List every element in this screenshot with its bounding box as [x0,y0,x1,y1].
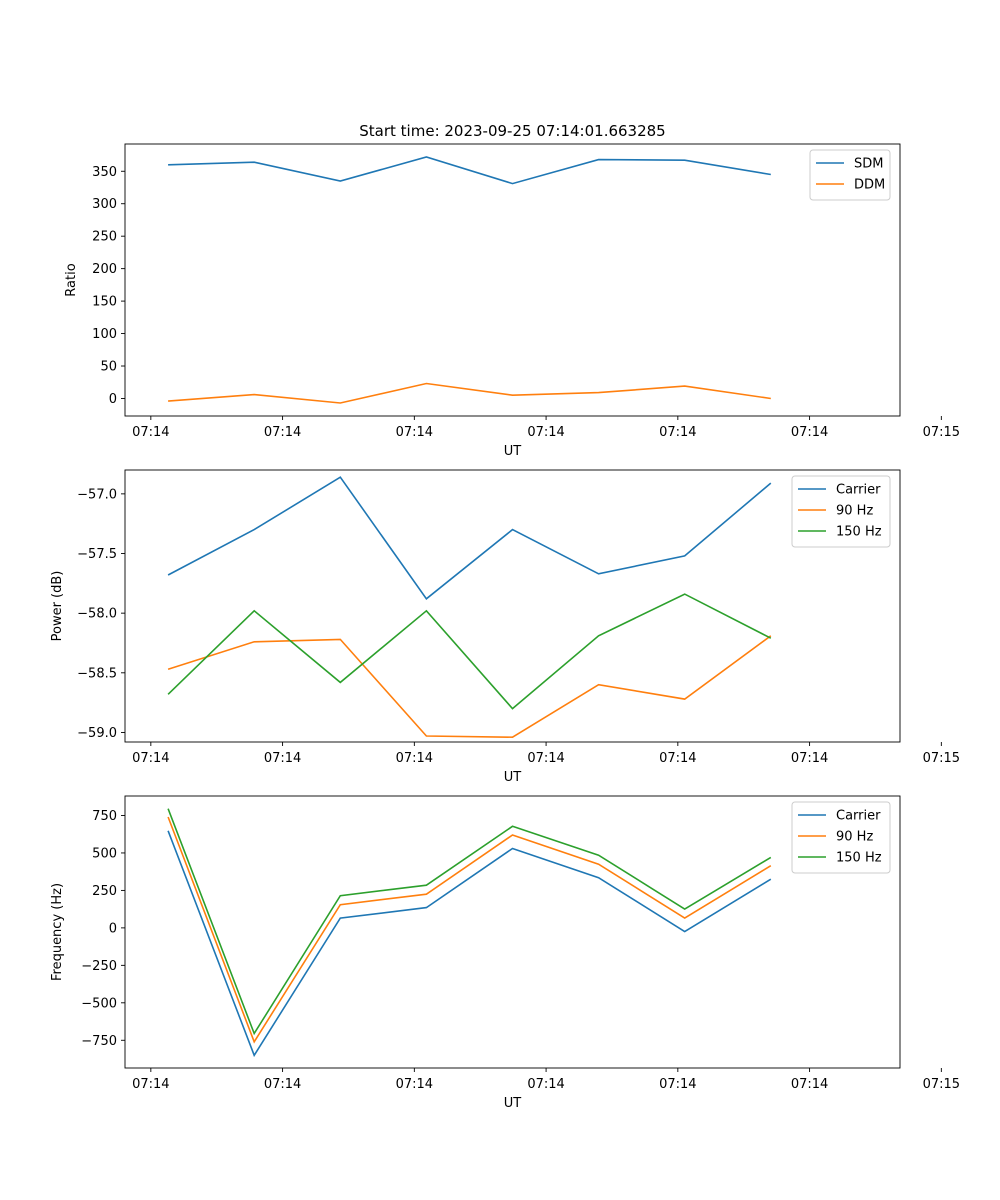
series-line-carrier [167,830,772,1058]
legend: SDM DDM [809,149,891,201]
legend-label: Carrier [836,483,881,498]
plot-frame [124,143,901,417]
chart-title: Start time: 2023-09-25 07:14:01.663285 [359,122,665,140]
y-tick-label: 250 [92,230,117,245]
x-tick-label: 07:15 [923,751,960,766]
x-tick-label: 07:14 [396,425,433,440]
series-line-sdm [168,156,771,185]
y-tick-label: 100 [92,327,117,342]
x-tick-label: 07:14 [132,425,169,440]
x-tick-label: 07:14 [527,425,564,440]
x-tick-label: 07:14 [264,425,301,440]
x-tick-label: 07:14 [791,751,828,766]
y-tick-label: −750 [81,1034,117,1049]
legend-box [791,475,891,548]
y-axis-label: Frequency (Hz) [50,883,65,981]
chart-panel-3: 07:14 07:14 07:14 07:14 07:14 07:14 07:15 −750 −… [50,795,960,1111]
y-tick-label: −58.0 [77,607,117,622]
y-tick-label: −59.0 [77,726,117,741]
y-tick-label: 350 [92,165,117,180]
series-line-carrier [167,476,772,600]
y-axis-label: Power (dB) [50,571,65,642]
x-tick-label: 07:14 [791,1077,828,1092]
y-tick-label: 300 [92,197,117,212]
x-axis-label: UT [504,770,522,785]
y-tick-label: −57.5 [77,547,117,562]
y-tick-label: 150 [92,295,117,310]
legend: Carrier 90 Hz 150 Hz [791,801,891,874]
x-tick-label: 07:14 [396,1077,433,1092]
legend-label: 150 Hz [836,525,882,540]
legend-label: Carrier [836,809,881,824]
x-axis-label: UT [504,444,522,459]
x-tick-label: 07:15 [923,425,960,440]
x-tick-label: 07:14 [659,1077,696,1092]
y-tick-label: 50 [100,360,117,375]
chart-panel-1: Start time: 2023-09-25 07:14:01.663285 07… [64,122,960,459]
y-tick-label: −57.0 [77,487,117,502]
series-line-90-hz [167,635,772,739]
x-tick-label: 07:14 [791,425,828,440]
plot-frame [124,469,901,743]
legend-label: SDM [854,157,883,172]
series-line-150-hz [167,593,772,710]
x-tick-label: 07:15 [923,1077,960,1092]
y-tick-label: 750 [92,809,117,824]
y-tick-label: −250 [81,959,117,974]
y-tick-label: 250 [92,884,117,899]
x-tick-label: 07:14 [264,751,301,766]
legend: Carrier 90 Hz 150 Hz [791,475,891,548]
y-tick-label: 0 [109,921,117,936]
series-line-150-hz [167,808,772,1036]
y-tick-label: 500 [92,846,117,861]
legend-label: 90 Hz [836,504,873,519]
x-axis-label: UT [504,1096,522,1111]
y-tick-label: 0 [109,392,117,407]
x-tick-label: 07:14 [659,425,696,440]
x-tick-label: 07:14 [132,1077,169,1092]
plot-frame [124,795,901,1069]
x-tick-label: 07:14 [527,751,564,766]
x-tick-label: 07:14 [132,751,169,766]
x-tick-label: 07:14 [396,751,433,766]
legend-label: 150 Hz [836,851,882,866]
series-line-ddm [168,382,771,404]
x-tick-label: 07:14 [264,1077,301,1092]
chart-panel-2: 07:14 07:14 07:14 07:14 07:14 07:14 07:15 −59.0… [50,469,960,785]
y-tick-label: −500 [81,996,117,1011]
legend-box [791,801,891,874]
y-axis-label: Ratio [64,263,79,296]
y-tick-label: −58.5 [77,666,117,681]
series-line-90-hz [167,816,772,1044]
legend-label: 90 Hz [836,830,873,845]
y-tick-label: 200 [92,262,117,277]
x-tick-label: 07:14 [527,1077,564,1092]
legend-label: DDM [854,178,885,193]
x-tick-label: 07:14 [659,751,696,766]
